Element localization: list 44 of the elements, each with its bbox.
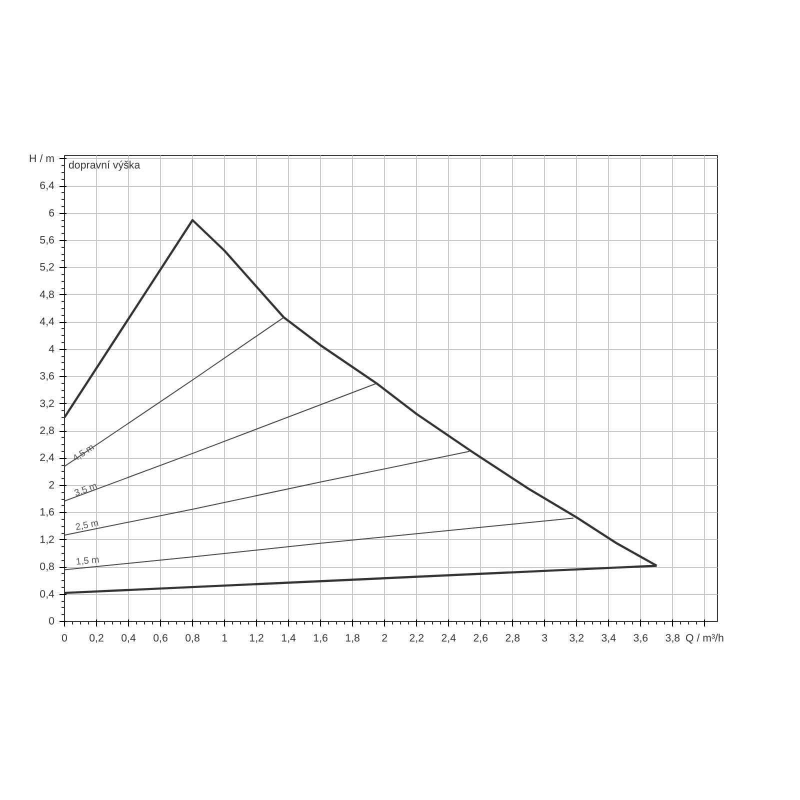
y-tick-label: 4,4: [40, 316, 55, 328]
x-tick-label: 3: [542, 632, 548, 644]
y-tick-label: 1,6: [40, 506, 55, 519]
x-tick-label: 0: [62, 632, 68, 644]
y-tick-label: H / m: [29, 152, 55, 165]
y-axis-title: dopravní výška: [68, 160, 140, 172]
y-tick-label: 1,2: [40, 534, 55, 546]
x-tick-label: 3,4: [601, 632, 616, 644]
y-tick-label: 2,4: [40, 452, 55, 464]
x-tick-label: 1,2: [249, 632, 264, 644]
y-tick-label: 2: [48, 479, 55, 492]
y-tick-label: 0,4: [40, 588, 55, 600]
x-tick-label: 3,8: [665, 632, 680, 644]
y-tick-label: 4: [48, 343, 55, 356]
y-tick-label: 5,6: [40, 234, 55, 247]
x-tick-label: 1: [222, 632, 228, 644]
x-tick-label: 2: [382, 632, 388, 644]
text: 1,5 m: [75, 554, 100, 567]
y-tick-label: 3,2: [40, 398, 55, 410]
x-tick-label: 0,8: [185, 632, 200, 644]
y-tick-label: 6: [48, 207, 55, 220]
x-tick-label: 0,6: [153, 632, 168, 644]
x-tick-label: 1,6: [313, 632, 328, 644]
y-tick-label: 4,8: [40, 288, 55, 301]
x-tick-label: 3,6: [633, 632, 648, 644]
x-tick-label: 0,4: [121, 632, 136, 644]
x-tick-label: 2,8: [505, 632, 520, 644]
x-tick-label: 2,4: [441, 632, 456, 644]
x-tick-label: 3,2: [569, 632, 584, 644]
x-tick-label: Q / m³/h: [685, 632, 724, 644]
x-tick-label: 1,8: [345, 632, 360, 644]
x-tick-label: 2,2: [409, 632, 424, 644]
x-tick-label: 1,4: [281, 632, 296, 644]
y-tick-label: 0,8: [40, 561, 55, 574]
text: 4,5 m: [70, 442, 96, 464]
y-tick-label: 5,2: [40, 262, 55, 274]
y-tick-label: 3,6: [40, 370, 55, 383]
y-tick-label: 0: [48, 616, 55, 628]
y-tick-label: 2,8: [40, 425, 55, 438]
text: 2,5 m: [74, 518, 100, 532]
x-tick-label: 2,6: [473, 632, 488, 644]
y-tick-label: 6,4: [40, 180, 55, 192]
x-tick-label: 0,2: [89, 632, 104, 644]
text: 3,5 m: [73, 480, 99, 498]
